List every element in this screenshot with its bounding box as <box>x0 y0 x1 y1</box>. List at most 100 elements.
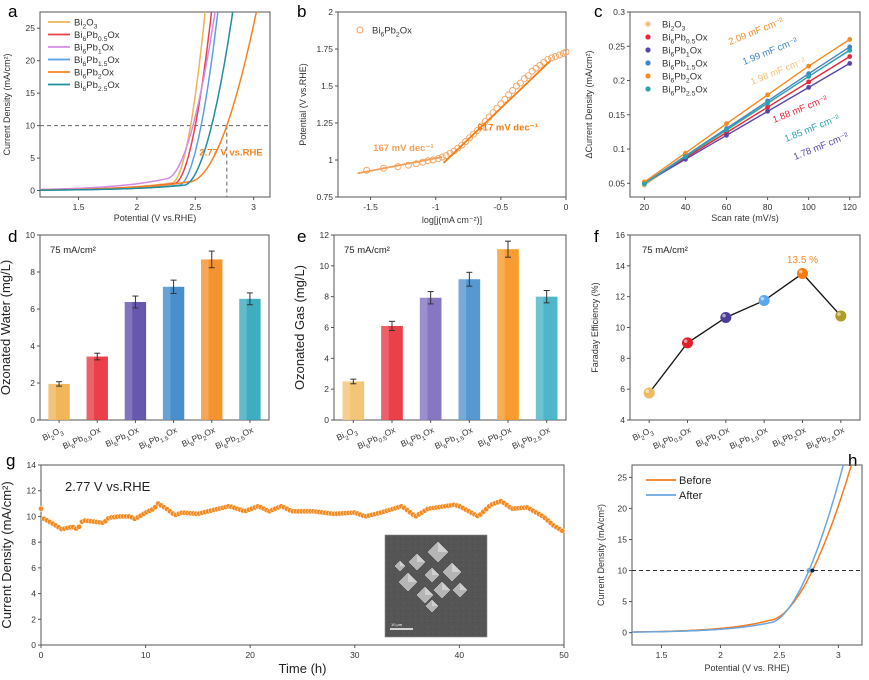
series-line-2 <box>644 62 851 184</box>
bar-5 <box>239 298 261 420</box>
y-tick-label: 0.1 <box>613 144 625 154</box>
formula-element: Bi <box>631 430 642 442</box>
panel-letter-f: f <box>594 227 599 246</box>
x-tick-label: 3 <box>836 650 841 660</box>
series-line-2 <box>40 12 216 191</box>
y-tick-label: 10 <box>27 511 37 521</box>
current-density-annotation: 75 mA/cm² <box>50 245 96 256</box>
formula-element: Ox <box>832 424 847 438</box>
y-tick-label: 5 <box>30 153 35 163</box>
data-point <box>556 51 563 59</box>
y-tick-label: 20 <box>26 56 36 66</box>
formula-subscript: 2 <box>82 24 86 31</box>
legend-label: Bi6​Pb1​Ox <box>74 43 114 56</box>
formula-element: Bi <box>662 85 670 96</box>
x-category-label: Bi6​Pb0.5​Ox <box>651 424 694 453</box>
formula-element: Bi <box>805 439 816 451</box>
x-category-label: Bi6​Pb1.5​Ox <box>137 424 180 453</box>
y-tick-label: 10 <box>616 323 626 333</box>
y-tick-label: 8 <box>620 353 625 363</box>
x-axis-label: log[j(mA cm⁻²)] <box>422 215 482 225</box>
formula-subscript: 0.5 <box>378 435 389 445</box>
formula-element: Pb <box>366 433 380 447</box>
scale-bar-label: 10 μm <box>391 622 403 627</box>
x-tick-label: 2 <box>135 202 140 212</box>
formula-subscript: 2 <box>686 78 690 85</box>
data-point <box>724 121 729 127</box>
formula-subscript: 2 <box>640 434 647 442</box>
formula-element: Ox <box>102 68 114 79</box>
bar-highlight <box>48 383 56 420</box>
x-axis-label: Potential (V vs.RHE) <box>114 213 197 223</box>
formula-element: Ox <box>107 80 119 91</box>
data-point <box>847 54 853 59</box>
bar-4 <box>201 259 223 420</box>
y-tick-label: 25 <box>26 23 36 33</box>
x-tick-label: -0.5 <box>494 202 509 212</box>
formula-subscript: 1 <box>126 435 133 443</box>
formula-subscript: 6 <box>661 443 668 451</box>
bar-3 <box>458 279 481 420</box>
y-tick-label: 0.2 <box>613 76 625 86</box>
y-axis-label: Potential (V vs.RHE) <box>298 63 308 146</box>
legend-label: Bi6​Pb2​Ox <box>662 72 702 85</box>
x-axis-label: Potential (V vs. RHE) <box>704 663 789 673</box>
formula-element: Bi <box>180 437 191 449</box>
formula-element: Ox <box>383 424 398 438</box>
data-point <box>765 108 770 114</box>
y-tick-label: 4 <box>620 415 625 425</box>
data-point-2 <box>720 311 732 323</box>
formula-element: Bi <box>694 437 705 449</box>
formula-element: Pb <box>661 433 675 447</box>
y-tick-label: 0 <box>622 628 627 638</box>
sem-crystal-facet <box>425 587 433 595</box>
sem-crystal-facet <box>417 554 425 562</box>
formula-element: Bi <box>662 59 670 70</box>
data-point-1 <box>682 337 693 349</box>
x-tick-label: 30 <box>350 650 360 660</box>
legend-label: Bi6​Pb1.5​Ox <box>74 55 120 68</box>
y-tick-label: 8 <box>30 267 35 277</box>
y-tick-label: 0.3 <box>613 7 625 17</box>
formula-subscript: 0.5 <box>686 39 696 46</box>
bar-highlight <box>535 296 544 420</box>
formula-subscript: 2.5 <box>686 91 696 98</box>
legend-marker <box>645 34 651 40</box>
formula-element: Pb <box>86 43 98 54</box>
formula-element: Ox <box>690 72 702 83</box>
formula-element: Pb <box>781 431 795 445</box>
y-tick-label: 12 <box>320 230 330 240</box>
bar-highlight <box>86 356 95 420</box>
formula-subscript: 1 <box>716 435 723 443</box>
formula-reset: ​ <box>755 429 759 438</box>
sem-crystal-facet <box>452 563 461 572</box>
formula-element: Bi <box>433 439 444 451</box>
formula-element: Bi <box>74 18 82 29</box>
bar-4 <box>497 249 519 420</box>
data-point-4 <box>797 268 808 280</box>
x-tick-label: 2.5 <box>774 650 786 660</box>
data-point <box>524 72 532 80</box>
data-point-3 <box>758 295 770 307</box>
formula-element: Bi <box>510 439 521 451</box>
legend-marker <box>645 60 651 66</box>
bar-5 <box>535 296 558 420</box>
x-category-label: Bi6​Pb2​Ox <box>476 424 514 451</box>
data-point <box>536 61 544 69</box>
series-line-1 <box>644 55 851 184</box>
y-tick-label: 1.25 <box>316 118 333 128</box>
x-category-label: Bi6​Pb1​Ox <box>104 424 142 451</box>
panel-letter-e: e <box>297 227 306 246</box>
formula-subscript: 1 <box>686 52 690 59</box>
x-tick-label: 2 <box>718 650 723 660</box>
formula-subscript: 2 <box>396 32 400 39</box>
formula-subscript: 2 <box>202 435 209 443</box>
y-tick-label: 10 <box>320 261 330 271</box>
y-tick-label: 14 <box>27 460 37 470</box>
data-point <box>466 134 474 142</box>
data-point <box>76 523 82 530</box>
current-density-annotation: 75 mA/cm² <box>344 245 390 256</box>
plot-frame <box>40 464 565 646</box>
y-tick-label: 2 <box>30 378 35 388</box>
formula-element: Pb <box>674 59 686 70</box>
